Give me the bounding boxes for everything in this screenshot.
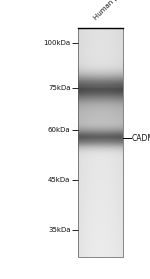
Text: 45kDa: 45kDa <box>48 177 70 183</box>
Bar <box>78 28 123 257</box>
Text: 60kDa: 60kDa <box>48 127 70 133</box>
Text: Human plasma: Human plasma <box>93 0 135 21</box>
Text: 35kDa: 35kDa <box>48 227 70 233</box>
Text: 100kDa: 100kDa <box>43 40 70 46</box>
Text: 75kDa: 75kDa <box>48 85 70 91</box>
Text: CADM1: CADM1 <box>132 134 150 143</box>
